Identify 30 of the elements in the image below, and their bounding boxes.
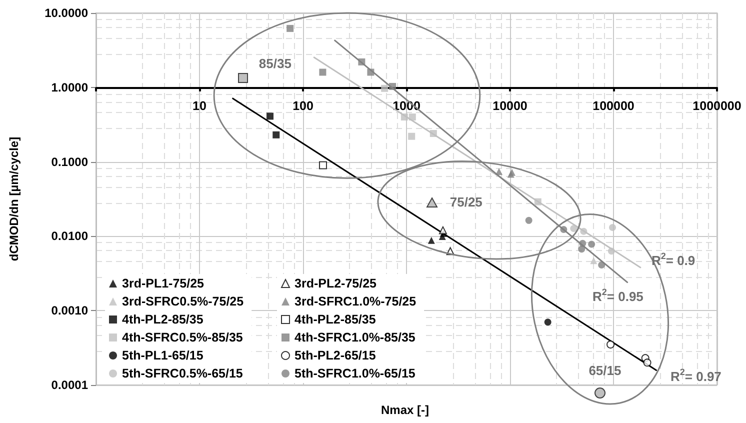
annotation: 65/15 [588, 363, 622, 378]
legend-label: 3rd-SFRC0.5%-75/25 [122, 294, 244, 308]
y-axis-title: dCMOD/dn [µm/cycle] [7, 136, 21, 262]
legend-label: 5th-SFRC1.0%-65/15 [294, 366, 416, 380]
y-tick-label: 0.0100 [51, 229, 88, 244]
y-tick-label: 0.0010 [51, 304, 88, 318]
y-tick-label: 10.0000 [44, 6, 88, 20]
annotation: 75/25 [450, 194, 482, 210]
legend-label: 4th-PL2-85/35 [294, 312, 376, 326]
x-axis-title: Nmax [-] [380, 403, 430, 417]
legend-label: 4th-SFRC1.0%-85/35 [294, 330, 416, 344]
annotation: 85/35 [258, 56, 292, 72]
x-tick-label: 100000 [592, 98, 634, 113]
legend-label: 3rd-SFRC1.0%-75/25 [294, 294, 416, 308]
legend-label: 5th-PL2-65/15 [294, 348, 376, 362]
annotation: R$^{2}$= 0.97 [670, 367, 722, 384]
y-tick-label: 0.1000 [51, 154, 88, 169]
legend-label: 4th-PL2-85/35 [122, 312, 204, 326]
legend-label: 5th-PL1-65/15 [122, 348, 204, 362]
y-tick-label: 1.0000 [51, 80, 88, 94]
legend-label: 5th-SFRC0.5%-65/15 [122, 366, 243, 380]
x-tick-label: 10000 [492, 98, 528, 113]
y-tick-label: 0.0001 [51, 378, 88, 392]
legend-label: 3rd-PL2-75/25 [294, 276, 377, 290]
x-tick-label: 100 [292, 98, 314, 113]
annotation: R$^{2}$= 0.95 [592, 287, 644, 304]
x-tick-label: 1000000 [692, 98, 742, 113]
x-tick-label: 10 [192, 98, 206, 113]
legend-label: 3rd-PL1-75/25 [122, 276, 204, 290]
legend-label: 4th-SFRC0.5%-85/35 [122, 330, 243, 344]
